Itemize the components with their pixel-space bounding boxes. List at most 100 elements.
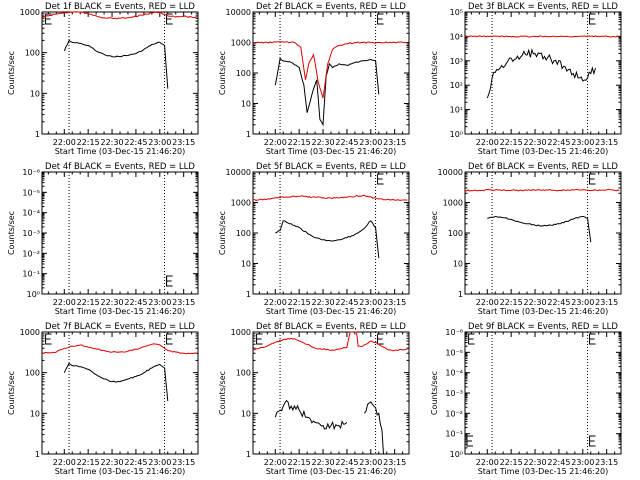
x-tick-label: 22:15 [288, 138, 311, 147]
x-tick-label: 23:15 [595, 298, 618, 307]
y-tick-label: 10⁻³ [445, 389, 463, 398]
y-tick-label: 10000 [226, 168, 251, 177]
y-axis-label: Counts/sec [218, 371, 227, 415]
y-tick-label: 1000 [231, 199, 251, 208]
event-marker-glyph [466, 435, 473, 447]
x-tick-label: 22:00 [264, 138, 287, 147]
y-tick-label: 1000 [20, 8, 40, 17]
x-tick-label: 22:00 [53, 298, 76, 307]
panel-title: Det 2f BLACK = Events, RED = LLD [256, 2, 406, 12]
x-tick-label: 22:45 [335, 458, 358, 467]
panel-title: Det 8f BLACK = Events, RED = LLD [256, 322, 406, 332]
panel-9: Det 9f BLACK = Events, RED = LLD 10⁰ 10⁻¹ 1… [430, 322, 622, 476]
y-axis-label: Counts/sec [7, 51, 16, 95]
lld-series-line [41, 11, 197, 20]
y-tick-label: 10 [241, 100, 251, 109]
events-series-line [275, 220, 380, 259]
plot-frame [41, 11, 199, 135]
event-marker-glyph [377, 13, 384, 25]
event-marker-glyph [45, 13, 52, 25]
x-tick-label: 22:00 [53, 138, 76, 147]
event-marker-glyph [589, 333, 596, 345]
plot-frame [464, 331, 622, 455]
y-tick-label: 10⁻³ [22, 229, 40, 238]
y-axis-label: Counts/sec [430, 51, 439, 95]
panel-title: Det 1f BLACK = Events, RED = LLD [45, 2, 195, 12]
x-tick-label: 22:45 [547, 458, 570, 467]
y-tick-label: 10 [241, 260, 251, 269]
event-marker-glyph [589, 173, 596, 185]
x-tick-label: 22:15 [77, 458, 100, 467]
x-tick-label: 23:00 [148, 138, 171, 147]
x-tick-label: 22:30 [312, 458, 335, 467]
y-tick-label: 10 [241, 409, 251, 418]
events-series-line [63, 39, 169, 89]
y-tick-label: 10⁰ [450, 450, 463, 459]
x-tick-label: 22:00 [476, 458, 499, 467]
y-tick-label: 10⁻⁵ [445, 348, 463, 357]
x-tick-label: 22:15 [500, 138, 523, 147]
event-marker-glyph [377, 173, 384, 185]
panel-5: Det 5f BLACK = Events, RED = LLD 1 10 100 10… [218, 162, 410, 316]
x-tick-label: 22:30 [101, 138, 124, 147]
y-tick-label: 10⁰ [27, 290, 40, 299]
x-tick-label: 23:15 [172, 458, 195, 467]
y-tick-label: 10⁻⁴ [445, 369, 463, 378]
events-series-line [274, 399, 348, 431]
panel-1: Det 1f BLACK = Events, RED = LLD 1 10 100 10… [7, 2, 199, 156]
x-tick-label: 23:15 [383, 138, 406, 147]
x-tick-label: 22:30 [524, 458, 547, 467]
lld-series-line [253, 41, 408, 99]
x-axis-label: Start Time (03-Dec-15 21:46:20) [55, 307, 186, 316]
y-tick-label: 1000 [231, 328, 251, 337]
y-tick-label: 1 [35, 130, 40, 139]
events-series-line [486, 48, 596, 99]
x-tick-label: 22:15 [288, 298, 311, 307]
y-tick-label: 10 [30, 409, 40, 418]
x-tick-label: 22:30 [524, 138, 547, 147]
lld-series-line [252, 194, 408, 202]
x-tick-label: 23:00 [359, 298, 382, 307]
x-tick-label: 22:15 [500, 458, 523, 467]
x-tick-label: 23:15 [383, 458, 406, 467]
event-marker-glyph [589, 13, 596, 25]
x-tick-label: 23:15 [172, 298, 195, 307]
y-tick-label: 10 [453, 260, 463, 269]
panel-6: Det 6f BLACK = Events, RED = LLD 1 10 100 10… [430, 162, 622, 316]
x-tick-label: 22:15 [77, 138, 100, 147]
x-tick-label: 22:30 [312, 138, 335, 147]
y-tick-label: 10000 [438, 168, 463, 177]
y-tick-label: 10⁻⁵ [22, 188, 40, 197]
x-axis-label: Start Time (03-Dec-15 21:46:20) [55, 467, 186, 476]
x-tick-label: 22:45 [124, 138, 147, 147]
x-axis-label: Start Time (03-Dec-15 21:46:20) [266, 147, 397, 156]
plot-frame [41, 331, 199, 455]
event-marker-glyph [166, 333, 173, 345]
x-tick-label: 22:30 [101, 458, 124, 467]
x-axis-label: Start Time (03-Dec-15 21:46:20) [478, 147, 609, 156]
y-tick-label: 1 [246, 450, 251, 459]
panel-title: Det 7f BLACK = Events, RED = LLD [45, 322, 195, 332]
x-tick-label: 23:00 [571, 298, 594, 307]
y-tick-label: 10⁴ [450, 32, 463, 41]
x-tick-label: 22:45 [547, 298, 570, 307]
x-tick-label: 22:15 [500, 298, 523, 307]
panel-title: Det 5f BLACK = Events, RED = LLD [256, 162, 406, 172]
event-marker-glyph [166, 13, 173, 25]
y-tick-label: 1000 [20, 328, 40, 337]
y-tick-label: 10⁰ [450, 130, 463, 139]
x-tick-label: 22:00 [476, 138, 499, 147]
x-tick-label: 22:00 [53, 458, 76, 467]
x-tick-label: 23:00 [571, 138, 594, 147]
x-tick-label: 23:00 [359, 458, 382, 467]
plot-frame [464, 11, 622, 135]
x-tick-label: 23:15 [383, 298, 406, 307]
y-tick-label: 10⁻¹ [22, 270, 40, 279]
event-marker-glyph [45, 333, 52, 345]
x-axis-label: Start Time (03-Dec-15 21:46:20) [478, 467, 609, 476]
y-tick-label: 10⁻¹ [445, 430, 463, 439]
event-marker-glyph [166, 275, 173, 287]
event-marker-glyph [256, 333, 263, 345]
y-tick-label: 100 [236, 229, 251, 238]
x-axis-label: Start Time (03-Dec-15 21:46:20) [266, 307, 397, 316]
